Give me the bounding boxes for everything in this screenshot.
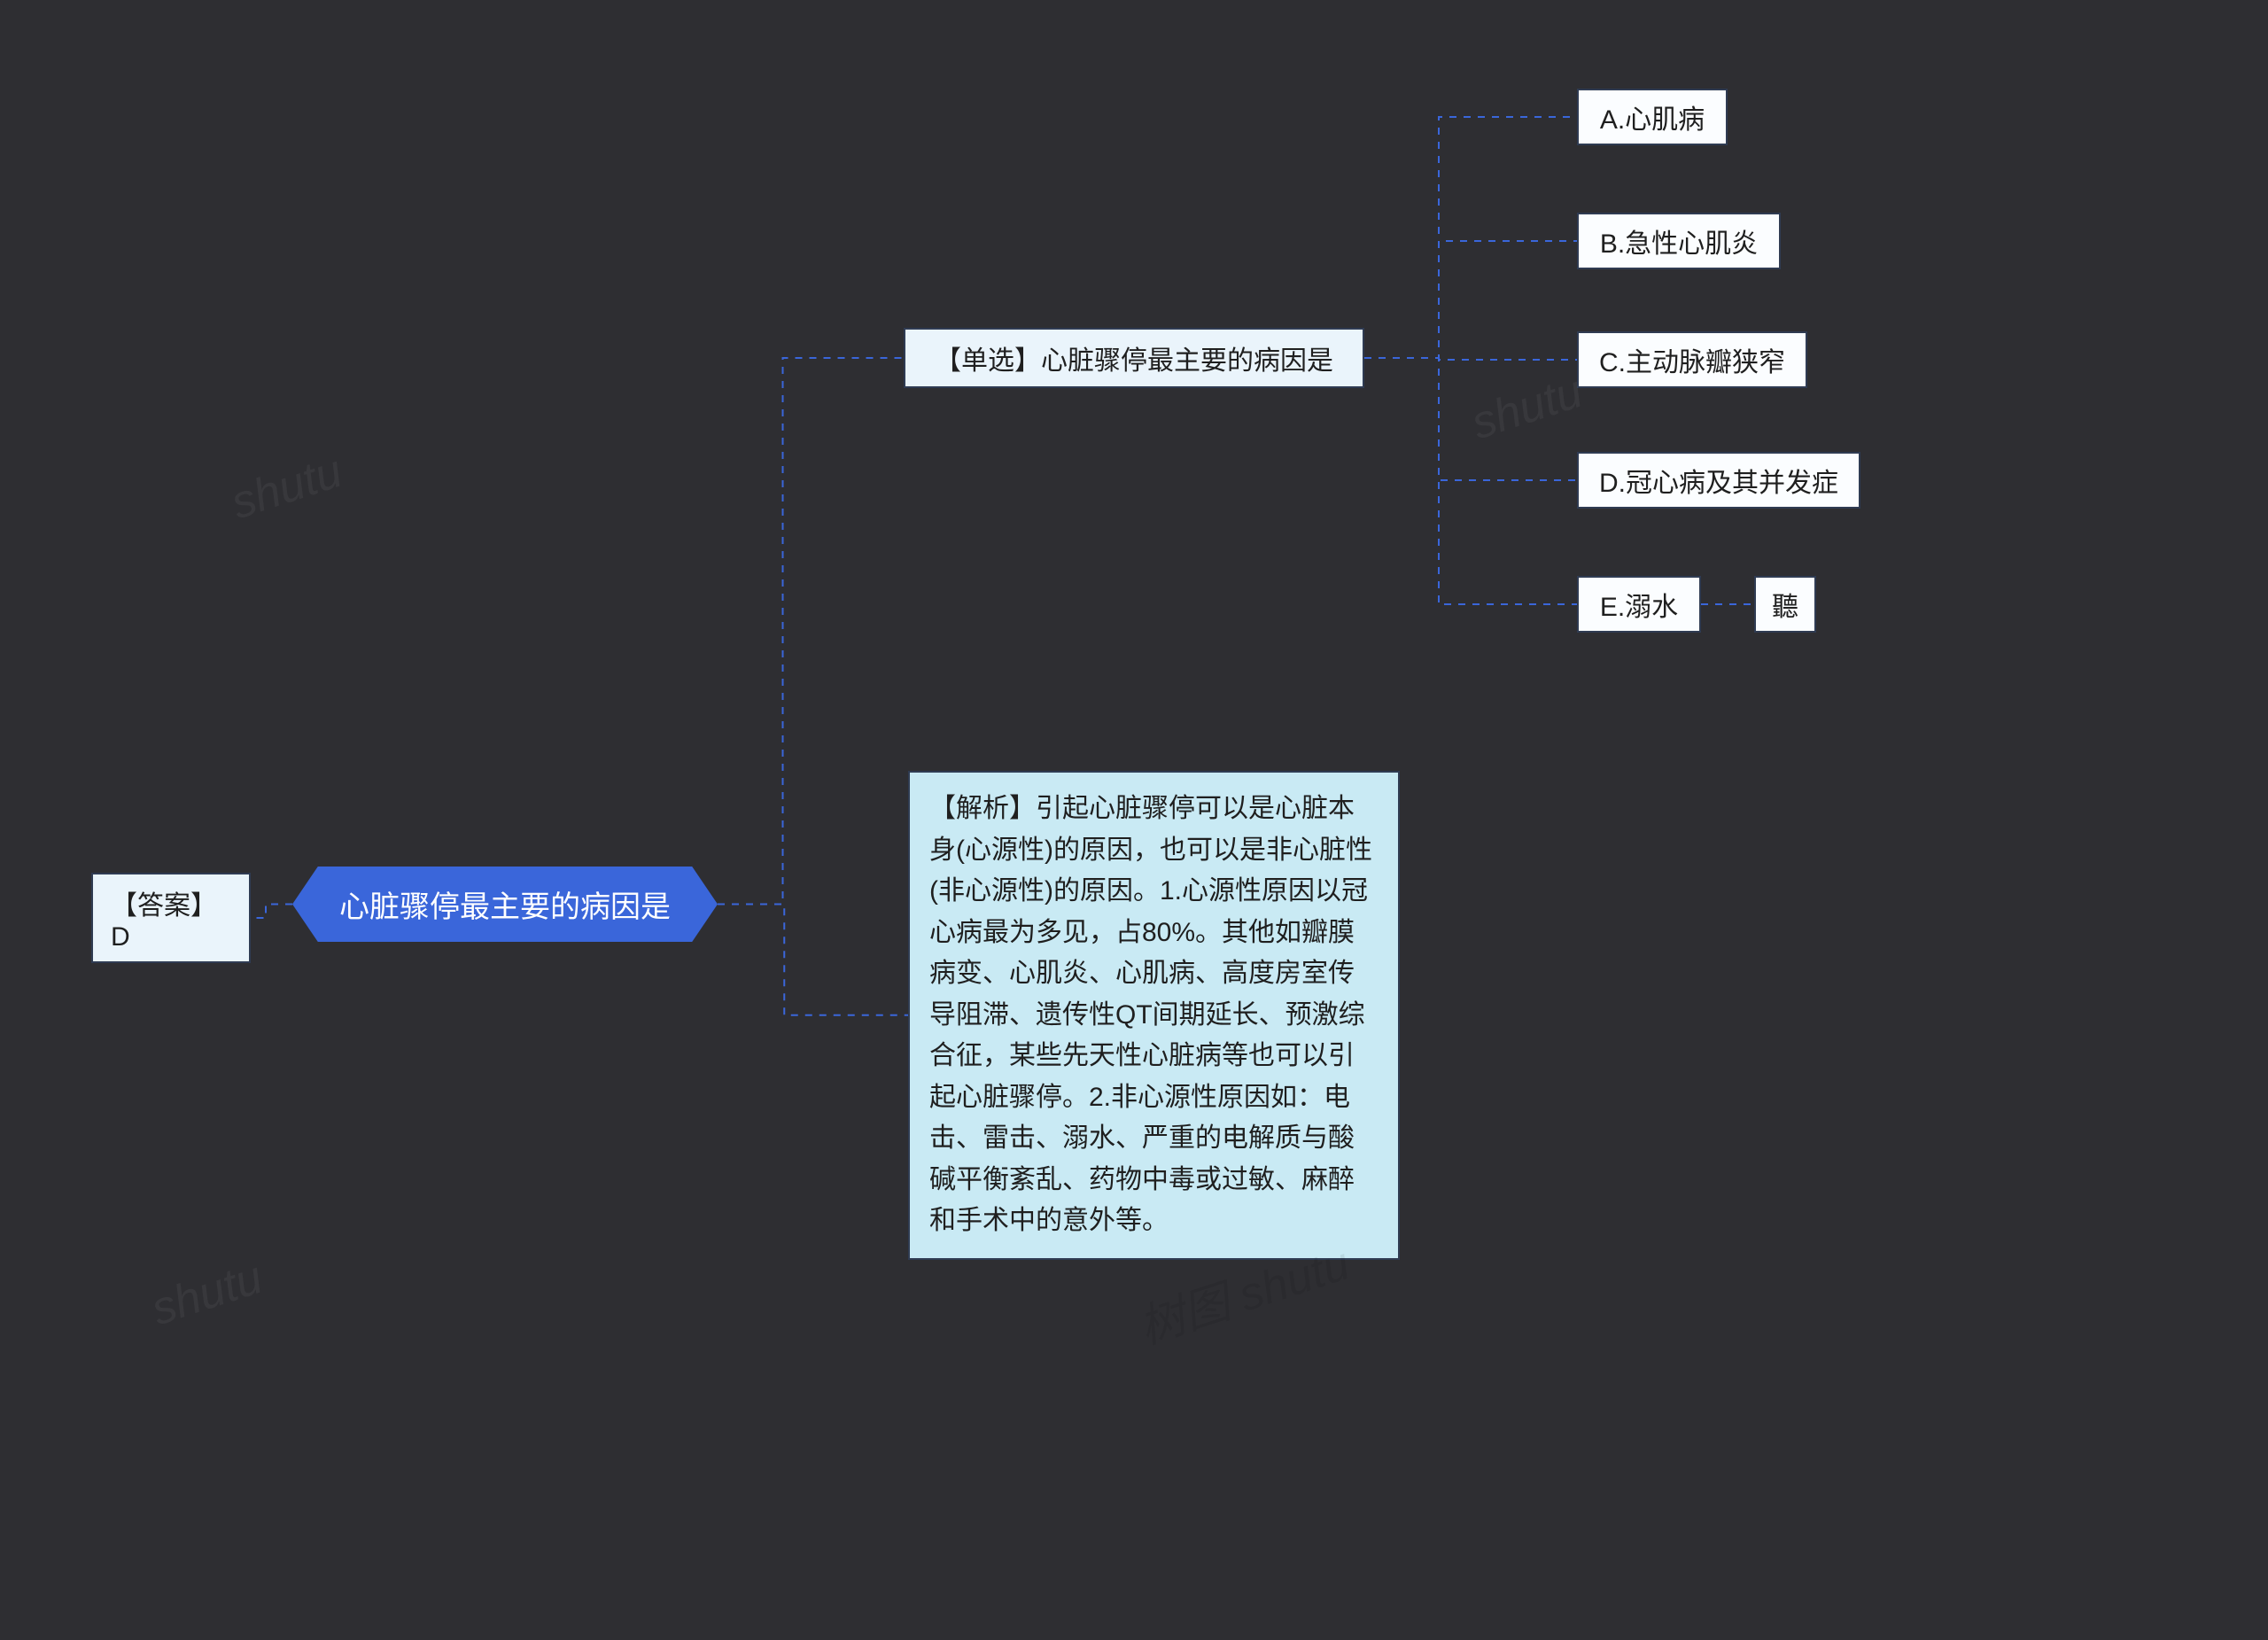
root-node-label: 心脏骤停最主要的病因是	[339, 882, 671, 926]
mindmap-canvas: 心脏骤停最主要的病因是 【答案】D 【单选】心脏骤停最主要的病因是 A.心肌病 …	[0, 0, 2268, 1640]
option-b-label: B.急性心肌炎	[1600, 222, 1758, 260]
answer-node: 【答案】D	[91, 873, 251, 963]
watermark: shutu	[145, 1251, 269, 1336]
option-e-sub-node: 聽	[1754, 576, 1816, 633]
question-node-label: 【单选】心脏骤停最主要的病因是	[935, 338, 1333, 377]
question-node: 【单选】心脏骤停最主要的病因是	[904, 328, 1364, 388]
analysis-node-label: 【解析】引起心脏骤停可以是心脏本身(心源性)的原因，也可以是非心脏性(非心源性)…	[929, 789, 1379, 1242]
option-a-node: A.心肌病	[1577, 89, 1728, 145]
root-node: 心脏骤停最主要的病因是	[292, 867, 718, 942]
option-c-node: C.主动脉瓣狭窄	[1577, 331, 1807, 388]
watermark: shutu	[225, 445, 349, 530]
option-d-node: D.冠心病及其并发症	[1577, 452, 1860, 509]
option-d-label: D.冠心病及其并发症	[1599, 461, 1838, 500]
watermark: shutu	[1465, 365, 1589, 450]
option-e-node: E.溺水	[1577, 576, 1701, 633]
option-b-node: B.急性心肌炎	[1577, 213, 1781, 269]
option-e-label: E.溺水	[1600, 585, 1678, 624]
answer-node-label: 【答案】D	[111, 883, 231, 952]
option-a-label: A.心肌病	[1600, 97, 1705, 136]
option-c-label: C.主动脉瓣狭窄	[1599, 340, 1785, 379]
analysis-node: 【解析】引起心脏骤停可以是心脏本身(心源性)的原因，也可以是非心脏性(非心源性)…	[908, 771, 1400, 1260]
option-e-sub-label: 聽	[1772, 585, 1798, 624]
